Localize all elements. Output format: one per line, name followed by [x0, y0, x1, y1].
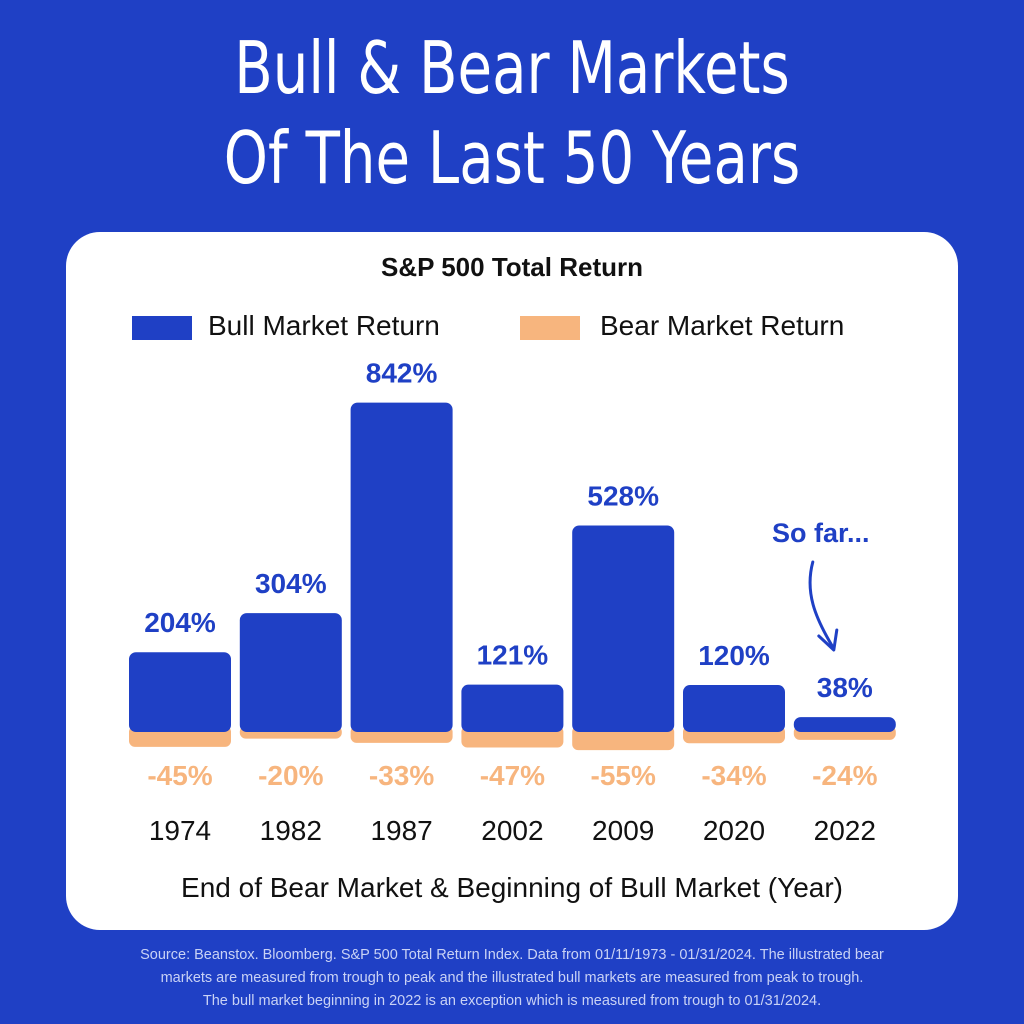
bear-label-2022: -24% — [812, 760, 877, 791]
footnote-line-1: Source: Beanstox. Bloomberg. S&P 500 Tot… — [140, 947, 884, 963]
bull-bar-2002 — [461, 684, 564, 732]
bull-bar-1974 — [129, 652, 231, 732]
bull-bar-2009 — [572, 525, 675, 732]
bear-bar-2009 — [572, 726, 675, 751]
bull-label-1987: 842% — [366, 358, 438, 389]
bear-label-1974: -45% — [147, 760, 212, 791]
bull-label-2009: 528% — [587, 480, 659, 511]
headline-line-2: Of The Last 50 Years — [223, 116, 801, 200]
tick-label-1982: 1982 — [260, 815, 322, 846]
tick-label-1974: 1974 — [149, 815, 211, 846]
chart-plot: 204% -45% 1974 304% -20% 1982 842% -33% 1987 121%… — [129, 358, 896, 846]
chart-card: S&P 500 Total Return Bull Market Return … — [66, 232, 958, 930]
bull-bar-2022 — [793, 717, 896, 732]
legend-label-bear: Bear Market Return — [600, 310, 845, 341]
bull-bar-2020 — [683, 685, 785, 732]
tick-label-1987: 1987 — [370, 815, 432, 846]
annotation-so-far: So far... — [772, 518, 870, 548]
tick-label-2009: 2009 — [592, 815, 654, 846]
tick-label-2002: 2002 — [481, 815, 543, 846]
bear-label-2009: -55% — [591, 760, 656, 791]
legend-bull: Bull Market Return — [132, 310, 492, 344]
annotation-arrow-head — [817, 628, 839, 652]
bear-label-1982: -20% — [258, 760, 323, 791]
source-footnote: Source: Beanstox. Bloomberg. S&P 500 Tot… — [40, 944, 984, 1013]
tick-label-2022: 2022 — [814, 815, 876, 846]
bear-label-2020: -34% — [701, 760, 766, 791]
bull-label-2020: 120% — [698, 640, 770, 671]
legend-label-bull: Bull Market Return — [208, 310, 440, 341]
chart-title: S&P 500 Total Return — [381, 252, 643, 282]
annotation-arrow — [808, 560, 835, 649]
legend-swatch-bear — [520, 316, 580, 340]
bull-label-1974: 204% — [144, 607, 216, 638]
bull-bar-1987 — [350, 402, 453, 732]
bull-bar-1982 — [239, 613, 342, 732]
bull-label-2002: 121% — [477, 640, 549, 671]
bear-label-2002: -47% — [480, 760, 545, 791]
bear-label-1987: -33% — [369, 760, 434, 791]
legend-swatch-bull — [132, 316, 192, 340]
headline-line-1: Bull & Bear Markets — [234, 26, 790, 110]
bull-label-2022: 38% — [817, 672, 873, 703]
footnote-line-3: The bull market beginning in 2022 is an … — [202, 993, 822, 1009]
bull-label-1982: 304% — [255, 568, 327, 599]
footnote-line-2: markets are measured from trough to peak… — [160, 970, 864, 986]
x-axis-title: End of Bear Market & Beginning of Bull M… — [181, 872, 843, 903]
tick-label-2020: 2020 — [703, 815, 765, 846]
legend-bear: Bear Market Return — [520, 310, 900, 344]
